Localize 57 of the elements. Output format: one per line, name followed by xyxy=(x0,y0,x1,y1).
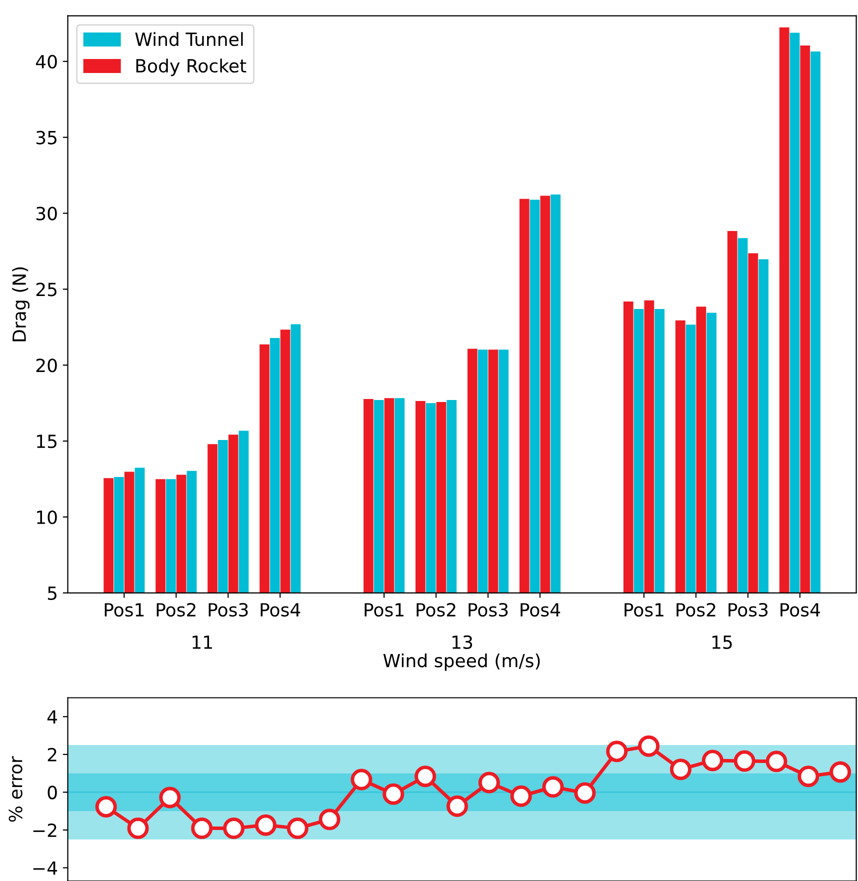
point xyxy=(510,785,532,807)
point xyxy=(350,768,372,790)
x-tick-label: Pos3 xyxy=(468,602,508,617)
legend-label: Wind Tunnel xyxy=(135,32,243,46)
x-tick-label: Pos2 xyxy=(156,602,196,617)
x-tick-label: Pos4 xyxy=(520,603,560,617)
point xyxy=(446,795,468,817)
legend-label: Body Rocket xyxy=(136,58,246,76)
y-tick-label: 5 xyxy=(48,586,56,600)
point xyxy=(670,758,692,780)
point xyxy=(382,783,404,805)
x-tick-label: Pos3 xyxy=(728,602,768,617)
point xyxy=(223,818,245,840)
point xyxy=(702,750,724,772)
y-tick-label: −2 xyxy=(33,823,56,837)
point xyxy=(286,818,308,840)
point xyxy=(734,750,756,772)
x-axis-title: Wind speed (m/s) xyxy=(383,653,540,671)
point xyxy=(766,750,788,772)
y-tick-label: 20 xyxy=(36,358,57,372)
point xyxy=(95,796,117,818)
y-tick-label: 0 xyxy=(48,786,57,800)
x-tick-label: Pos2 xyxy=(416,602,456,617)
point xyxy=(478,772,500,794)
text: 15 xyxy=(712,636,732,650)
point xyxy=(830,761,852,783)
y-axis-title: % error xyxy=(8,756,22,822)
y-tick-label: 4 xyxy=(47,710,58,724)
point xyxy=(798,766,820,788)
point xyxy=(254,814,276,836)
text: 11 xyxy=(192,636,212,649)
y-tick-label: 2 xyxy=(48,748,56,762)
y-tick-label: 35 xyxy=(36,130,56,144)
y-axis-title: Drag (N) xyxy=(12,267,30,342)
x-tick-label: Pos1 xyxy=(624,603,664,617)
point xyxy=(542,776,564,798)
point xyxy=(606,740,628,762)
y-tick-label: 25 xyxy=(36,282,56,296)
y-tick-label: 30 xyxy=(36,206,57,220)
point xyxy=(414,766,436,788)
text: 13 xyxy=(452,635,472,650)
y-tick-label: 15 xyxy=(37,434,56,448)
point xyxy=(638,735,660,757)
x-tick-label: Pos4 xyxy=(780,603,820,617)
point xyxy=(159,786,181,808)
point xyxy=(318,808,340,830)
y-tick-label: 10 xyxy=(37,510,57,524)
x-tick-label: Pos1 xyxy=(364,603,404,617)
point xyxy=(574,782,596,804)
x-tick-label: Pos2 xyxy=(676,602,716,617)
point xyxy=(191,818,213,840)
point xyxy=(127,818,149,840)
y-tick-label: −4 xyxy=(33,861,58,875)
x-tick-label: Pos4 xyxy=(260,603,300,617)
x-tick-label: Pos3 xyxy=(208,602,248,617)
x-tick-label: Pos1 xyxy=(104,603,144,617)
y-tick-label: 40 xyxy=(36,54,57,69)
